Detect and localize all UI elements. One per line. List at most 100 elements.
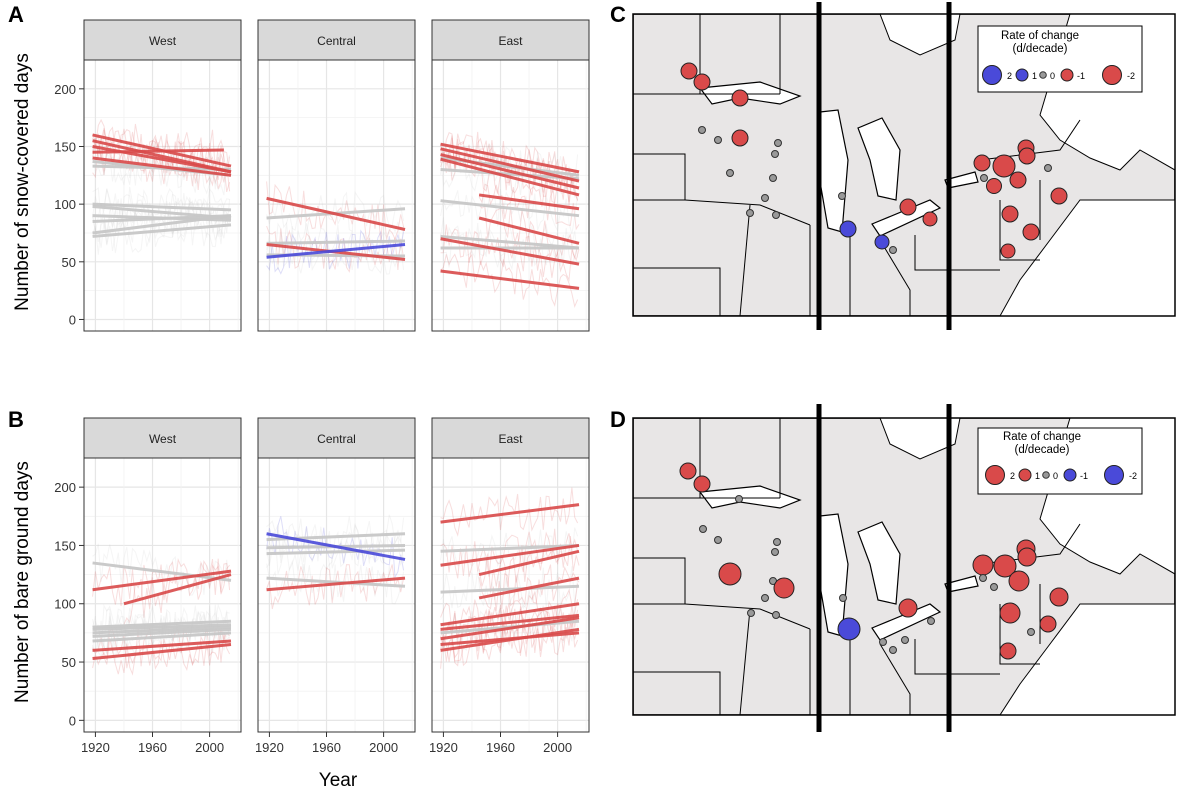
facet-border: [257, 59, 416, 332]
raw-series-line: [266, 523, 405, 568]
station-point: [839, 220, 857, 238]
station-point: [972, 554, 994, 576]
station-point: [693, 73, 711, 91]
legend-swatch: [1102, 65, 1122, 85]
station-point: [735, 495, 743, 503]
station-point: [999, 642, 1017, 660]
raw-series-line: [478, 564, 580, 611]
trend-line: [92, 214, 232, 223]
legend-subtitle: (d/decade): [1015, 444, 1070, 456]
legend-swatch: [1063, 468, 1077, 482]
facet-label: Central: [317, 432, 356, 446]
facet-west-a: West: [83, 19, 242, 332]
station-point: [698, 126, 706, 134]
map-d-stations: [679, 462, 1069, 660]
raw-series-line: [266, 181, 405, 244]
y-axis-label-a: Number of snow-covered days: [12, 53, 33, 311]
station-point: [773, 577, 795, 599]
raw-series-line: [92, 186, 230, 226]
legend-label: 0: [1050, 71, 1055, 81]
legend-label: -1: [1077, 71, 1085, 81]
facet-central-a: Central: [257, 19, 416, 332]
raw-series-line: [440, 583, 579, 639]
legend-title: Rate of change: [1001, 30, 1079, 42]
trend-line: [440, 237, 580, 266]
facet-border: [257, 457, 416, 733]
legend-label: 0: [1053, 471, 1058, 481]
panel-label-c: C: [610, 2, 626, 27]
station-point: [1017, 547, 1037, 567]
panel-label-b: B: [8, 407, 24, 432]
station-point: [746, 209, 754, 217]
legend-subtitle: (d/decade): [1013, 43, 1068, 55]
facet-plot-area: [84, 458, 241, 732]
station-point: [774, 139, 782, 147]
x-tick-label: 1920: [81, 740, 110, 755]
legend-swatch: [1039, 71, 1047, 79]
trend-line: [440, 503, 580, 524]
station-point: [992, 154, 1016, 178]
trend-line: [478, 193, 580, 211]
legend-label: 1: [1035, 471, 1040, 481]
legend-label: -2: [1129, 471, 1137, 481]
facet-west-b: West 1920 1960 2000: [81, 417, 242, 755]
trend-line: [478, 576, 580, 600]
legend-title: Rate of change: [1003, 431, 1081, 443]
station-point: [973, 154, 991, 172]
facet-strip: [257, 417, 416, 459]
facet-east-a: East: [431, 19, 590, 332]
raw-series-line: [440, 528, 579, 579]
legend-swatch: [1015, 68, 1029, 82]
y-tick-label: 50: [62, 255, 76, 270]
trend-line: [440, 199, 580, 218]
lake-huron: [857, 521, 901, 605]
raw-series-line: [92, 628, 231, 676]
trend-line: [440, 147, 580, 183]
station-point: [761, 194, 769, 202]
legend-swatch: [985, 465, 1005, 485]
raw-series-line: [266, 559, 405, 605]
facet-central-b: Central 1920 1960 2000: [255, 417, 416, 755]
station-point: [679, 462, 697, 480]
station-point: [874, 234, 890, 250]
station-point: [990, 583, 998, 591]
station-point: [1049, 587, 1069, 607]
raw-series-line: [123, 558, 230, 625]
station-point: [714, 536, 722, 544]
station-point: [986, 178, 1002, 194]
x-tick-label: 2000: [369, 740, 398, 755]
station-point: [889, 646, 897, 654]
y-tick-label: 50: [62, 655, 76, 670]
trend-line: [266, 576, 406, 592]
legend-swatch: [1042, 471, 1050, 479]
facet-label: East: [498, 432, 523, 446]
trend-line: [266, 196, 406, 231]
raw-series-line: [92, 611, 230, 658]
station-point: [889, 246, 897, 254]
trend-line: [440, 602, 580, 627]
facet-label: West: [149, 34, 177, 48]
x-tick-label: 2000: [195, 740, 224, 755]
trend-line: [440, 153, 580, 190]
y-tick-label: 0: [69, 713, 76, 728]
station-point: [979, 574, 987, 582]
facet-east-b: East 1920 1960 2000: [429, 417, 590, 755]
trend-line: [123, 573, 232, 606]
station-point: [1022, 223, 1040, 241]
legend-label: -1: [1080, 471, 1088, 481]
trend-line: [440, 613, 580, 631]
y-tick-label: 200: [54, 480, 76, 495]
panel-label-d: D: [610, 407, 626, 432]
station-point: [980, 174, 988, 182]
x-axis-label: Year: [319, 770, 358, 791]
station-point: [761, 594, 769, 602]
raw-series-line: [92, 195, 231, 243]
legend-label: 2: [1007, 71, 1012, 81]
x-tick-label: 1920: [429, 740, 458, 755]
station-point: [898, 598, 918, 618]
y-tick-label: 0: [69, 312, 76, 327]
legend-label: 1: [1032, 71, 1037, 81]
trend-line: [92, 569, 232, 592]
legend-swatch: [1060, 68, 1074, 82]
